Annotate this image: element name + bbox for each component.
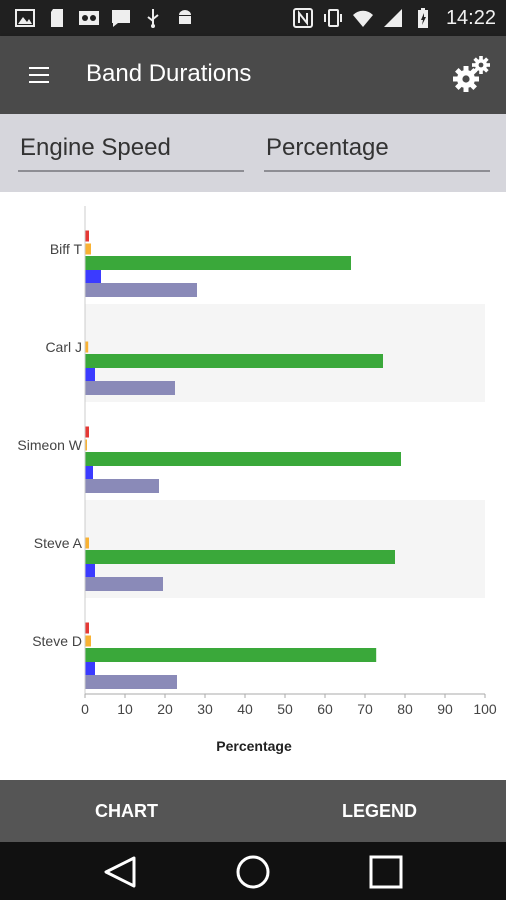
chart-bar <box>85 577 163 591</box>
chart-bar <box>85 622 89 634</box>
sd-card-icon <box>51 9 63 27</box>
home-icon[interactable] <box>233 852 273 892</box>
chart-bar <box>85 564 95 578</box>
notification-icons <box>14 6 196 30</box>
chart-bar <box>85 368 95 382</box>
recent-apps-icon[interactable] <box>366 852 406 892</box>
image-icon <box>15 9 35 27</box>
chart-bar <box>85 648 377 662</box>
x-tick-label: 10 <box>117 701 133 717</box>
chart-bar <box>85 354 383 368</box>
x-tick-label: 20 <box>157 701 173 717</box>
x-tick-label: 40 <box>237 701 253 717</box>
chart-bar <box>85 635 91 647</box>
signal-icon <box>383 9 402 27</box>
chart-bar <box>85 466 93 480</box>
usb-icon <box>147 9 159 28</box>
status-time: 14:22 <box>445 6 496 29</box>
back-icon[interactable] <box>100 852 140 892</box>
wifi-icon <box>352 10 373 27</box>
unit-dropdown-value: Percentage <box>266 134 389 161</box>
nfc-icon <box>292 8 313 28</box>
x-tick-label: 60 <box>317 701 333 717</box>
hamburger-menu-icon[interactable] <box>28 64 50 86</box>
x-tick-label: 100 <box>473 701 497 717</box>
chart-bar <box>85 283 197 297</box>
category-label: Biff T <box>50 241 83 257</box>
vibrate-icon <box>323 9 342 27</box>
chart-bar <box>85 550 395 564</box>
category-label: Steve D <box>32 633 82 649</box>
app-bar: Band Durations <box>0 36 506 114</box>
x-axis-label: Percentage <box>216 738 292 754</box>
legend-button[interactable]: LEGEND <box>341 800 417 821</box>
gear-icon[interactable] <box>450 54 492 96</box>
chart-bar <box>85 662 95 676</box>
bottom-bar: CHART LEGEND <box>0 780 506 842</box>
x-tick-label: 50 <box>277 701 293 717</box>
page-title: Band Durations <box>86 60 252 87</box>
chart-area: Biff T Carl J Simeon W Steve A Steve D 0 10 20 3… <box>0 192 506 780</box>
metric-dropdown-value: Engine Speed <box>20 134 171 161</box>
x-tick-label: 80 <box>397 701 413 717</box>
x-tick-label: 30 <box>197 701 213 717</box>
chart-bar <box>85 341 89 353</box>
system-icons: 14:22 <box>292 6 496 30</box>
unit-dropdown[interactable]: Percentage <box>264 130 490 172</box>
status-bar: 14:22 <box>0 0 506 36</box>
x-tick-label: 90 <box>437 701 453 717</box>
metric-dropdown[interactable]: Engine Speed <box>18 130 244 172</box>
selector-bar: Engine Speed Percentage <box>0 114 506 192</box>
chart-bar <box>85 439 87 451</box>
chart-bar <box>85 243 91 255</box>
chart-button[interactable]: CHART <box>95 800 158 821</box>
x-tick-label: 0 <box>81 701 89 717</box>
chart-bar <box>85 537 89 549</box>
chart-bar <box>85 452 401 466</box>
x-tick-label: 70 <box>357 701 373 717</box>
chart-bar <box>85 675 177 689</box>
chart-bar <box>85 381 175 395</box>
chart-bar <box>85 230 89 242</box>
battery-icon <box>417 8 428 28</box>
chart-bar <box>85 479 159 493</box>
chart-bar <box>85 426 89 438</box>
android-icon <box>179 10 191 24</box>
category-label: Carl J <box>45 339 82 355</box>
band-durations-chart: Biff T Carl J Simeon W Steve A Steve D 0 10 20 3… <box>17 206 497 754</box>
message-icon <box>112 10 130 27</box>
category-label: Steve A <box>34 535 83 551</box>
voicemail-icon <box>79 11 99 25</box>
navigation-bar <box>0 842 506 900</box>
category-label: Simeon W <box>17 437 82 453</box>
chart-bar <box>85 256 351 270</box>
chart-bar <box>85 270 101 284</box>
